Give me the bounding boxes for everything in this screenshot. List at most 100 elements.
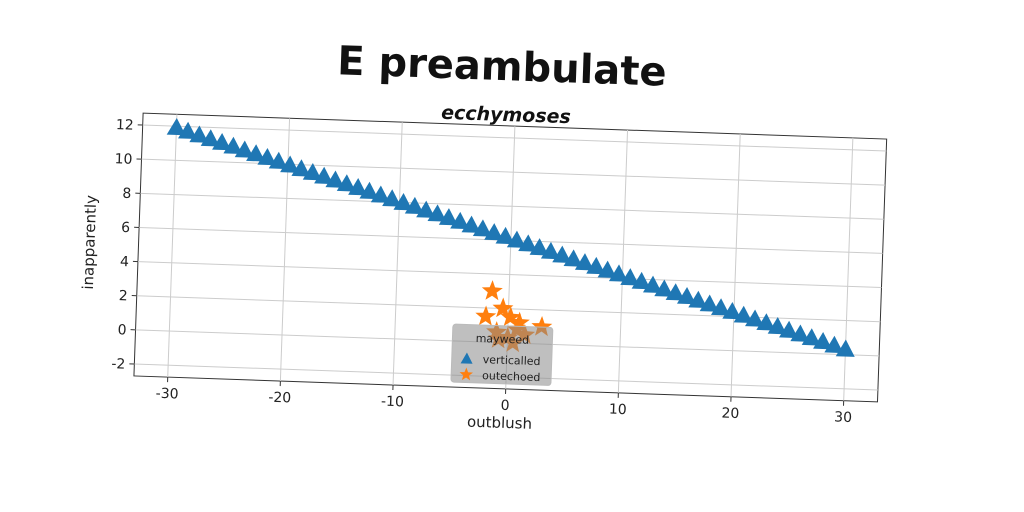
grid-line-x [167, 114, 178, 378]
data-point-verticalled [495, 226, 515, 245]
data-point-verticalled [813, 332, 833, 350]
data-point-verticalled [189, 125, 209, 143]
data-point-verticalled [427, 204, 447, 222]
data-point-verticalled [348, 178, 368, 196]
data-point-verticalled [438, 208, 458, 226]
x-tick-label: 10 [609, 402, 627, 419]
data-point-outechoed [481, 280, 503, 301]
data-point-verticalled [767, 316, 787, 335]
data-point-verticalled [699, 294, 719, 312]
data-point-verticalled [246, 144, 266, 162]
data-point-verticalled [608, 264, 628, 282]
legend: mayweed verticalled outechoed [450, 323, 554, 386]
data-point-verticalled [382, 189, 402, 207]
x-tick-label: -10 [381, 394, 404, 411]
grid-line-y [137, 261, 882, 289]
data-point-verticalled [166, 117, 186, 136]
y-tick-label: 8 [122, 186, 131, 202]
legend-title: mayweed [475, 332, 529, 347]
data-point-verticalled [472, 219, 492, 237]
data-point-verticalled [574, 253, 594, 271]
data-point-verticalled [200, 129, 220, 147]
data-point-verticalled [631, 271, 651, 290]
data-point-outechoed [492, 297, 514, 318]
data-point-verticalled [234, 140, 254, 158]
data-point-verticalled [484, 223, 504, 241]
data-point-verticalled [620, 268, 640, 286]
legend-marker-verticalled [460, 352, 473, 364]
x-tick-label: -20 [268, 390, 291, 407]
legend-label-verticalled: verticalled [482, 353, 540, 368]
x-tick-label: 30 [834, 409, 852, 426]
y-tick-label: 0 [117, 322, 126, 338]
data-point-verticalled [450, 211, 470, 230]
data-point-verticalled [518, 234, 538, 252]
data-point-verticalled [359, 181, 379, 200]
data-point-verticalled [779, 320, 799, 339]
data-point-verticalled [268, 151, 288, 170]
y-tick-label: 6 [121, 220, 131, 236]
legend-box [450, 323, 554, 386]
grid-line-x [392, 122, 403, 386]
data-point-verticalled [280, 155, 300, 173]
data-point-verticalled [563, 249, 583, 267]
data-point-verticalled [178, 121, 198, 140]
chart-title: E preambulate [337, 38, 668, 95]
data-point-verticalled [722, 301, 742, 320]
data-point-verticalled [665, 283, 685, 301]
y-axis-ticks: -2 0 2 4 6 8 10 12 [111, 117, 143, 373]
data-point-verticalled [552, 245, 572, 263]
data-point-verticalled [642, 275, 662, 294]
data-point-verticalled [654, 279, 674, 297]
x-tick-label: 0 [500, 398, 509, 414]
data-point-verticalled [801, 328, 821, 346]
data-point-verticalled [710, 298, 730, 316]
data-point-verticalled [416, 200, 436, 218]
y-axis-label: inapparently [79, 195, 100, 290]
data-point-verticalled [212, 132, 232, 151]
y-tick-label: 12 [116, 117, 134, 134]
grid-line-x [843, 137, 854, 401]
x-axis-label: outblush [467, 413, 533, 433]
data-point-verticalled [756, 313, 776, 331]
data-point-verticalled [404, 196, 424, 215]
data-point-verticalled [597, 260, 617, 278]
legend-marker-outechoed [459, 367, 473, 381]
y-tick-label: 10 [114, 151, 132, 168]
data-point-verticalled [302, 163, 322, 181]
data-point-verticalled [393, 193, 413, 211]
data-point-verticalled [540, 241, 560, 260]
data-point-verticalled [835, 339, 855, 357]
data-point-verticalled [586, 256, 606, 275]
data-point-verticalled [336, 174, 356, 192]
data-point-verticalled [314, 166, 334, 185]
data-point-verticalled [223, 136, 243, 155]
data-point-verticalled [745, 309, 765, 327]
y-tick-label: -2 [111, 356, 126, 372]
x-tick-label: -30 [155, 386, 178, 403]
x-tick-label: 20 [721, 405, 739, 422]
grid-line-x [617, 130, 629, 393]
y-tick-label: 4 [120, 254, 130, 270]
grid-line-y [140, 192, 884, 220]
legend-label-outechoed: outechoed [482, 369, 541, 384]
data-point-verticalled [824, 335, 844, 354]
data-point-verticalled [461, 215, 481, 233]
data-point-outechoed [500, 306, 522, 327]
data-point-verticalled [257, 147, 277, 166]
x-axis-ticks: -30 -20 -10 0 10 20 30 [155, 377, 852, 426]
y-tick-label: 2 [119, 288, 128, 304]
grid-line-x [730, 133, 741, 397]
data-point-verticalled [325, 170, 345, 188]
data-point-verticalled [370, 185, 390, 203]
data-point-verticalled [506, 230, 526, 248]
data-point-verticalled [676, 286, 696, 305]
data-point-verticalled [291, 159, 311, 177]
data-point-verticalled [790, 324, 810, 342]
data-point-outechoed [475, 305, 497, 326]
grid-line-y [142, 124, 887, 152]
data-point-verticalled [529, 238, 549, 256]
data-point-verticalled [733, 305, 753, 324]
data-point-verticalled [688, 290, 708, 309]
